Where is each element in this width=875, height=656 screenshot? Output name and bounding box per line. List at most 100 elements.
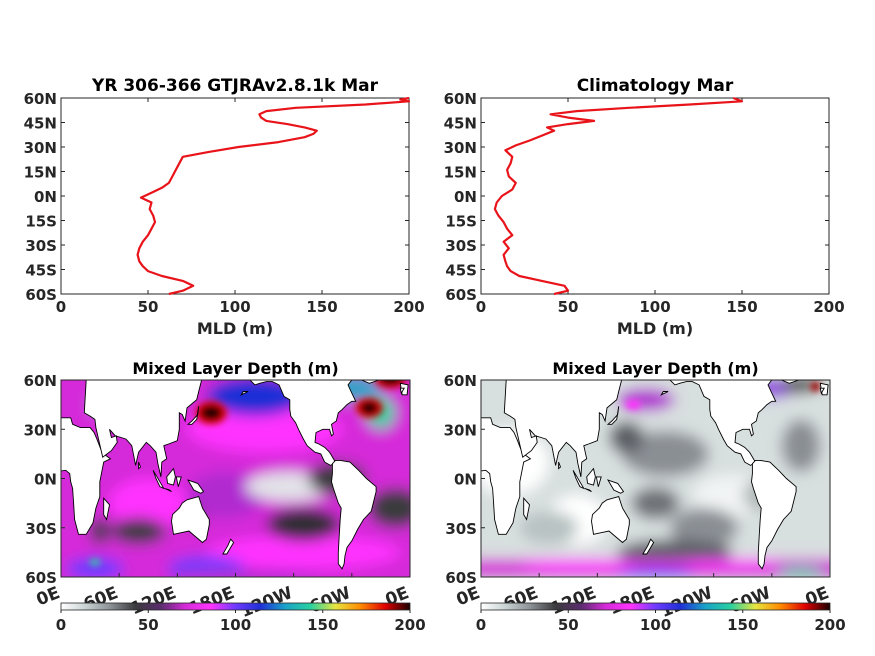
land-mass — [572, 470, 585, 490]
colorbar-tick-label: 50 — [558, 616, 579, 634]
y-tick-label: 60S — [25, 569, 57, 587]
land-mass — [164, 487, 172, 493]
continents — [481, 380, 829, 570]
chart-title: Climatology Mar — [577, 76, 734, 96]
y-tick-label: 30S — [445, 520, 477, 538]
y-tick-label: 60N — [24, 372, 57, 390]
y-tick-label: 45N — [24, 115, 57, 133]
land-mass — [187, 479, 205, 494]
colorbar-tick-label: 100 — [640, 616, 671, 634]
profile-chart-1: YR 306-366 GTJRAv2.8.1k Mar 0 50 100 150 200 6… — [24, 76, 425, 338]
field-blob — [684, 558, 782, 569]
land-mass — [138, 461, 142, 470]
field-blob — [776, 567, 826, 577]
field-blob — [187, 471, 265, 518]
x-tick-label: 0 — [56, 298, 66, 316]
field-blob — [608, 421, 644, 454]
land-mass — [361, 380, 380, 384]
y-tick-label: 60S — [445, 569, 477, 587]
land-mass — [240, 391, 249, 396]
land-mass — [171, 496, 210, 544]
y-tick-label: 30N — [444, 139, 477, 157]
y-tick-label: 60N — [444, 372, 477, 390]
x-axis-label: MLD (m) — [617, 319, 693, 338]
colorbar-tick-label: 150 — [727, 616, 758, 634]
field-blob — [621, 430, 709, 477]
field-hotspot — [89, 558, 101, 566]
land-mass — [331, 459, 377, 570]
y-tick-label: 30S — [25, 237, 57, 255]
field-blob — [167, 570, 323, 577]
field-blob — [90, 517, 110, 545]
field-hotspot — [379, 380, 402, 385]
x-tick-label: 180E — [186, 583, 237, 619]
y-tick-label: 15N — [24, 164, 57, 182]
field-hotspot — [625, 399, 641, 410]
land-mass — [175, 476, 182, 487]
x-tick-label: 100 — [219, 298, 250, 316]
map-title: Mixed Layer Depth (m) — [552, 359, 758, 378]
land-mass — [222, 538, 235, 555]
x-tick-label: 60W — [307, 583, 354, 618]
x-tick-label: 200 — [813, 298, 844, 316]
map-frame — [480, 379, 831, 578]
y-tick-label: 30N — [24, 139, 57, 157]
colorbar-tick-label: 200 — [394, 616, 425, 634]
land-mass — [523, 497, 530, 521]
land-mass — [186, 406, 200, 425]
field-blob — [206, 535, 401, 569]
land-mass — [781, 380, 800, 384]
y-tick-label: 0N — [34, 471, 57, 489]
map-frame — [60, 379, 411, 578]
field-hotspot — [812, 383, 819, 390]
y-tick-label: 0N — [34, 188, 57, 206]
y-tick-label: 30S — [445, 237, 477, 255]
colorbar — [480, 602, 831, 611]
map-title: Mixed Layer Depth (m) — [132, 359, 338, 378]
colorbar-tick-label: 200 — [814, 616, 845, 634]
land-mass — [386, 373, 396, 375]
x-tick-label: 120E — [548, 583, 599, 619]
x-tick-label: 120E — [128, 583, 179, 619]
y-tick-label: 30S — [25, 520, 57, 538]
field-blob — [519, 558, 637, 573]
x-tick-label: 0E — [34, 583, 63, 610]
land-mass — [595, 476, 602, 487]
land-mass — [606, 406, 620, 425]
field-hotspot — [360, 401, 379, 415]
field-hotspot — [200, 405, 222, 421]
y-tick-label: 60N — [444, 90, 477, 108]
land-mass — [103, 497, 110, 521]
land-mass — [152, 470, 165, 490]
y-tick-label: 45S — [25, 262, 57, 280]
y-tick-label: 0N — [454, 471, 477, 489]
y-tick-label: 0N — [454, 188, 477, 206]
profile-chart-2: Climatology Mar 0 50 100 150 200 60N 45N 30N 15N 0… — [444, 76, 845, 338]
colorbar-tick-label: 0 — [476, 616, 486, 634]
field-blob — [616, 568, 695, 577]
land-mass — [607, 479, 625, 494]
field-blob — [206, 380, 304, 417]
y-tick-label: 60S — [25, 286, 57, 304]
field-blob — [109, 478, 188, 528]
map-field — [481, 380, 830, 577]
land-mass — [660, 391, 669, 396]
plot-area — [480, 97, 830, 295]
field-hotspots — [625, 381, 821, 410]
x-tick-label: 0 — [476, 298, 486, 316]
land-mass — [558, 461, 562, 470]
field-blob — [368, 488, 410, 528]
land-mass — [399, 387, 405, 395]
field-blob — [167, 555, 246, 577]
field-hotspots — [89, 380, 407, 566]
x-tick-label: 100 — [639, 298, 670, 316]
colorbar-tick-label: 0 — [56, 616, 66, 634]
x-tick-label: 150 — [726, 298, 757, 316]
x-axis-label: MLD (m) — [197, 319, 273, 338]
y-tick-label: 45N — [444, 115, 477, 133]
colorbar-tick-label: 150 — [307, 616, 338, 634]
field-blob — [670, 508, 738, 548]
land-mass — [61, 380, 112, 535]
